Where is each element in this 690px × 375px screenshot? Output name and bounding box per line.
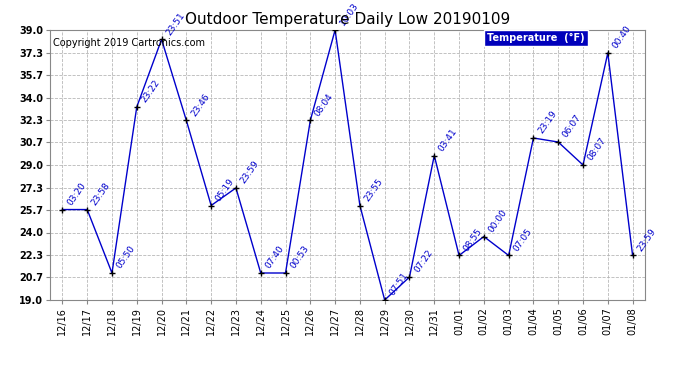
- Title: Outdoor Temperature Daily Low 20190109: Outdoor Temperature Daily Low 20190109: [185, 12, 510, 27]
- Text: 03:41: 03:41: [437, 126, 459, 153]
- Text: 23:19: 23:19: [536, 109, 558, 135]
- Text: 23:51: 23:51: [164, 10, 186, 37]
- Text: Copyright 2019 Cartronics.com: Copyright 2019 Cartronics.com: [53, 38, 205, 48]
- Text: 06:07: 06:07: [561, 113, 583, 139]
- Text: 23:59: 23:59: [239, 159, 261, 185]
- Text: 23:55: 23:55: [363, 177, 385, 203]
- Text: 00:40: 00:40: [611, 24, 633, 50]
- Text: 03:20: 03:20: [65, 180, 88, 207]
- Text: 07:05: 07:05: [511, 226, 533, 253]
- Text: 08:55: 08:55: [462, 226, 484, 253]
- Text: 23:22: 23:22: [139, 78, 161, 104]
- Text: 07:40: 07:40: [264, 244, 286, 270]
- Text: 07:51: 07:51: [388, 271, 410, 297]
- Text: 00:00: 00:00: [486, 207, 509, 234]
- Text: 00:53: 00:53: [288, 244, 311, 270]
- Text: Temperature  (°F): Temperature (°F): [487, 33, 585, 43]
- Text: 05:19: 05:19: [214, 176, 236, 203]
- Text: 08:04: 08:04: [313, 92, 335, 118]
- Text: 08:07: 08:07: [586, 136, 608, 162]
- Text: 10:03: 10:03: [338, 1, 360, 27]
- Text: 23:59: 23:59: [635, 226, 658, 253]
- Text: 07:22: 07:22: [412, 248, 434, 274]
- Text: 05:50: 05:50: [115, 244, 137, 270]
- Text: 23:46: 23:46: [189, 92, 211, 118]
- Text: 23:58: 23:58: [90, 180, 112, 207]
